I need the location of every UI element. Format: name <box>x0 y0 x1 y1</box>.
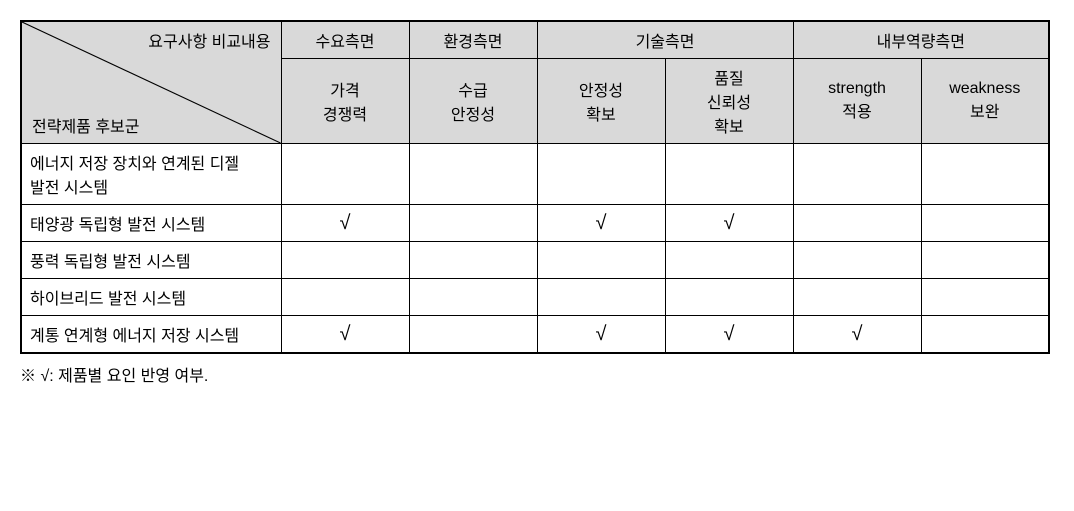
cell <box>921 279 1049 316</box>
cell <box>281 242 409 279</box>
cell <box>409 316 537 354</box>
diagonal-header: 요구사항 비교내용 전략제품 후보군 <box>21 21 281 144</box>
cell <box>921 144 1049 205</box>
comparison-table: 요구사항 비교내용 전략제품 후보군 수요측면 환경측면 기술측면 내부역량측면… <box>20 20 1050 354</box>
cell: √ <box>793 316 921 354</box>
cell <box>409 279 537 316</box>
col-group-2: 기술측면 <box>537 21 793 59</box>
cell <box>921 242 1049 279</box>
col-group-0: 수요측면 <box>281 21 409 59</box>
cell <box>665 242 793 279</box>
diag-bottom-label: 전략제품 후보군 <box>32 113 140 137</box>
cell <box>281 279 409 316</box>
col-sub-1: 수급안정성 <box>409 59 537 144</box>
col-sub-4: strength적용 <box>793 59 921 144</box>
cell <box>409 242 537 279</box>
row-label: 풍력 독립형 발전 시스템 <box>21 242 281 279</box>
table-body: 에너지 저장 장치와 연계된 디젤 발전 시스템 태양광 독립형 발전 시스템 … <box>21 144 1049 354</box>
cell <box>793 242 921 279</box>
table-row: 하이브리드 발전 시스템 <box>21 279 1049 316</box>
cell: √ <box>537 316 665 354</box>
cell <box>921 205 1049 242</box>
cell <box>665 279 793 316</box>
table-row: 에너지 저장 장치와 연계된 디젤 발전 시스템 <box>21 144 1049 205</box>
cell <box>793 205 921 242</box>
cell <box>921 316 1049 354</box>
cell <box>409 205 537 242</box>
cell: √ <box>665 205 793 242</box>
row-label: 하이브리드 발전 시스템 <box>21 279 281 316</box>
col-sub-2: 안정성확보 <box>537 59 665 144</box>
col-group-1: 환경측면 <box>409 21 537 59</box>
table-row: 계통 연계형 에너지 저장 시스템 √ √ √ √ <box>21 316 1049 354</box>
row-label: 계통 연계형 에너지 저장 시스템 <box>21 316 281 354</box>
footnote: ※ √: 제품별 요인 반영 여부. <box>20 362 1054 386</box>
table-row: 풍력 독립형 발전 시스템 <box>21 242 1049 279</box>
row-label: 에너지 저장 장치와 연계된 디젤 발전 시스템 <box>21 144 281 205</box>
col-sub-3: 품질신뢰성확보 <box>665 59 793 144</box>
cell <box>793 279 921 316</box>
cell <box>537 242 665 279</box>
cell <box>537 279 665 316</box>
cell <box>537 144 665 205</box>
cell: √ <box>537 205 665 242</box>
diag-top-label: 요구사항 비교내용 <box>148 28 270 52</box>
header-row-1: 요구사항 비교내용 전략제품 후보군 수요측면 환경측면 기술측면 내부역량측면 <box>21 21 1049 59</box>
cell: √ <box>665 316 793 354</box>
cell <box>793 144 921 205</box>
cell <box>281 144 409 205</box>
table-row: 태양광 독립형 발전 시스템 √ √ √ <box>21 205 1049 242</box>
row-label: 태양광 독립형 발전 시스템 <box>21 205 281 242</box>
cell: √ <box>281 316 409 354</box>
cell <box>409 144 537 205</box>
cell: √ <box>281 205 409 242</box>
col-group-3: 내부역량측면 <box>793 21 1049 59</box>
col-sub-0: 가격경쟁력 <box>281 59 409 144</box>
cell <box>665 144 793 205</box>
col-sub-5: weakness보완 <box>921 59 1049 144</box>
